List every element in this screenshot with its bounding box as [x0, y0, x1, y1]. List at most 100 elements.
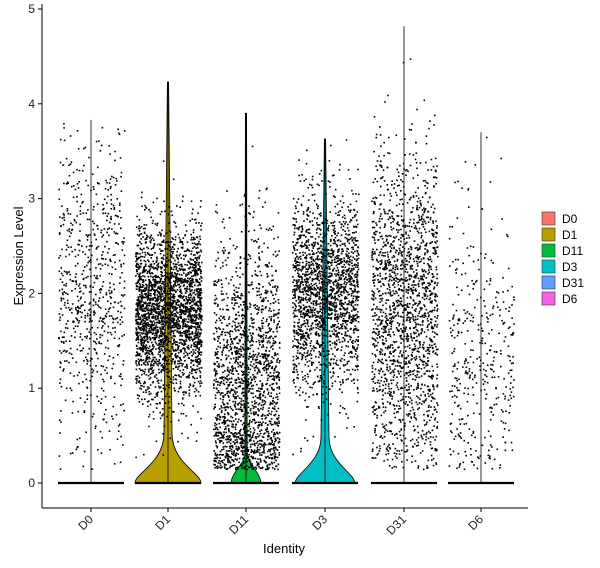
point [101, 257, 103, 260]
point [91, 358, 93, 360]
point [162, 299, 165, 302]
point [218, 366, 220, 368]
point [96, 182, 99, 184]
point [154, 356, 156, 359]
point [272, 375, 274, 377]
point [59, 138, 62, 141]
point [111, 175, 113, 178]
point [117, 321, 119, 324]
point [198, 313, 201, 315]
point [177, 312, 179, 314]
point [243, 425, 246, 427]
point [138, 354, 140, 356]
point [107, 347, 110, 350]
point [251, 337, 253, 339]
point [62, 164, 64, 166]
point [83, 360, 85, 362]
point [268, 434, 270, 437]
point [250, 392, 253, 394]
point [277, 311, 280, 314]
point [249, 461, 252, 463]
point [81, 245, 83, 247]
point [271, 383, 273, 386]
point [112, 357, 115, 359]
point [144, 302, 147, 305]
point [169, 249, 171, 251]
point [198, 352, 200, 354]
point [236, 449, 239, 451]
point [271, 462, 273, 465]
point [221, 330, 224, 333]
point [95, 293, 97, 296]
point [231, 297, 233, 299]
point [148, 353, 151, 356]
point [232, 307, 234, 309]
point [174, 263, 177, 265]
point [188, 309, 190, 311]
point [177, 233, 180, 236]
point [173, 339, 175, 341]
point [102, 365, 105, 368]
point [114, 254, 116, 256]
point [177, 283, 179, 286]
point [151, 222, 154, 225]
point [160, 249, 163, 252]
point [250, 334, 252, 337]
point [264, 460, 266, 463]
point [70, 246, 72, 248]
point [149, 298, 151, 301]
point [252, 427, 255, 429]
point [66, 273, 68, 275]
point [169, 331, 172, 334]
point [88, 218, 91, 221]
point [80, 316, 83, 318]
point [247, 455, 250, 458]
point [272, 279, 274, 281]
point [110, 375, 112, 378]
point [216, 328, 218, 330]
point [103, 228, 106, 230]
point [273, 443, 275, 445]
point [108, 315, 111, 317]
point [193, 369, 196, 372]
point [150, 327, 153, 330]
point [278, 386, 280, 389]
point [162, 325, 165, 328]
point [225, 358, 228, 361]
point [172, 302, 174, 304]
point [236, 466, 239, 469]
point [213, 450, 215, 452]
point [200, 250, 203, 253]
point [197, 323, 199, 326]
point [141, 373, 143, 376]
point [256, 294, 258, 297]
point [86, 387, 89, 389]
point [81, 169, 84, 172]
point [226, 344, 228, 347]
point [136, 336, 139, 339]
point [91, 415, 94, 418]
point [188, 327, 191, 330]
point [195, 222, 197, 224]
point [150, 257, 152, 259]
point [218, 460, 220, 462]
point [226, 454, 229, 457]
point [266, 438, 269, 441]
point [238, 314, 240, 317]
point [173, 315, 176, 317]
point [190, 294, 193, 297]
point [181, 343, 183, 345]
point [252, 432, 255, 435]
point [242, 320, 244, 323]
point [165, 339, 167, 341]
point [256, 305, 258, 307]
point [261, 355, 264, 358]
point [248, 415, 250, 418]
point [77, 187, 80, 189]
point [148, 328, 151, 330]
point [228, 370, 230, 373]
point [234, 324, 236, 327]
point [184, 305, 186, 308]
point [145, 339, 147, 342]
point [173, 326, 176, 329]
